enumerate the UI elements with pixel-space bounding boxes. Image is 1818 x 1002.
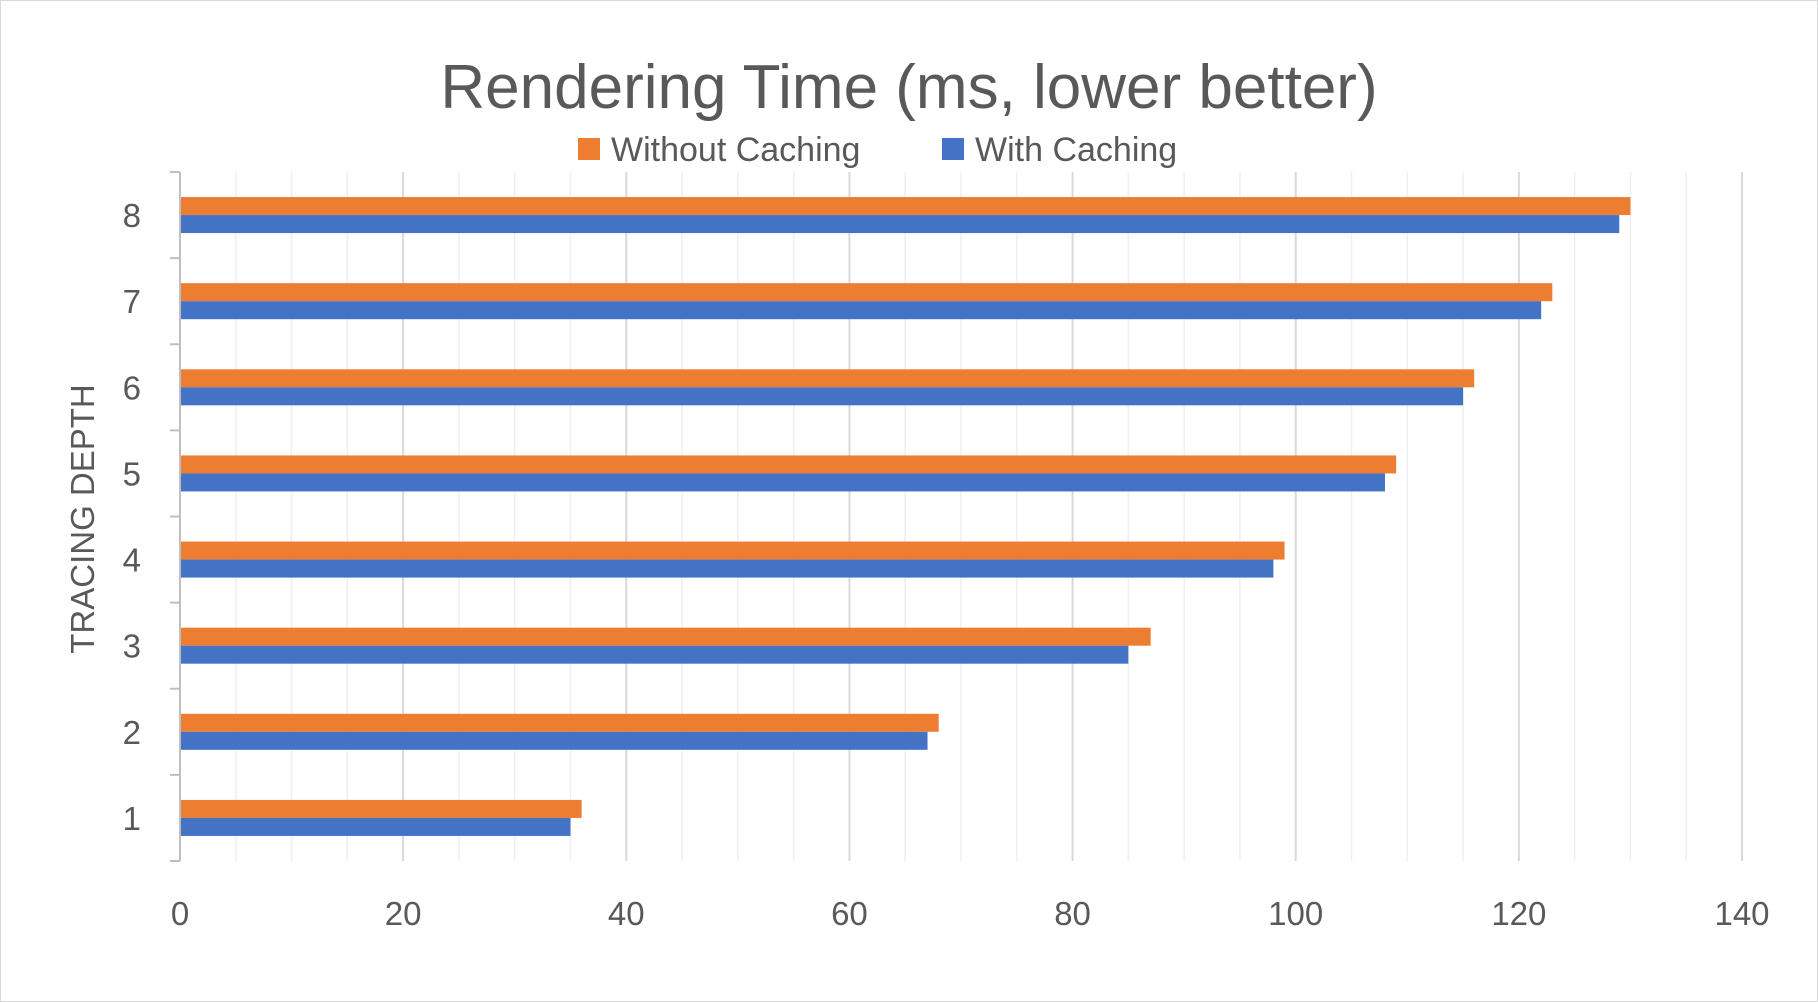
legend-swatch xyxy=(942,138,964,160)
x-tick-label: 40 xyxy=(608,895,645,932)
y-tick-label: 8 xyxy=(123,197,141,234)
legend-label: Without Caching xyxy=(611,131,860,169)
y-axis-title: TRACING DEPTH xyxy=(64,384,101,654)
gridlines xyxy=(235,172,1743,861)
axes: 0 20 40 60 80 100 120 140 1 2 3 4 5 6 7 8 xyxy=(123,171,1770,932)
legend-swatch xyxy=(578,138,600,160)
bar-without-caching xyxy=(180,369,1475,388)
y-tick-label: 5 xyxy=(123,455,141,492)
bars xyxy=(180,197,1631,836)
x-tick-label: 20 xyxy=(385,895,422,932)
y-tick-label: 3 xyxy=(123,628,141,665)
bar-with-caching xyxy=(180,387,1464,406)
y-tick-label: 4 xyxy=(123,542,141,579)
bar-with-caching xyxy=(180,559,1274,578)
bar-with-caching xyxy=(180,473,1385,492)
bar-without-caching xyxy=(180,627,1151,646)
y-tick-label: 2 xyxy=(123,714,141,751)
y-tick-label: 6 xyxy=(123,369,141,406)
chart-title: Rendering Time (ms, lower better) xyxy=(440,53,1377,122)
y-tick-label: 7 xyxy=(123,283,141,320)
legend-label: With Caching xyxy=(975,131,1177,169)
bar-with-caching xyxy=(180,731,928,750)
bar-without-caching xyxy=(180,541,1285,560)
bar-with-caching xyxy=(180,301,1542,320)
x-tick-label: 60 xyxy=(831,895,868,932)
bar-without-caching xyxy=(180,197,1631,216)
x-tick-label: 120 xyxy=(1491,895,1546,932)
bar-without-caching xyxy=(180,455,1397,474)
x-tick-label: 140 xyxy=(1714,895,1769,932)
x-tick-label: 100 xyxy=(1268,895,1323,932)
x-tick-label: 80 xyxy=(1054,895,1091,932)
bar-with-caching xyxy=(180,645,1129,664)
x-tick-label: 0 xyxy=(171,895,189,932)
legend: Without Caching With Caching xyxy=(578,131,1177,169)
bar-with-caching xyxy=(180,215,1620,234)
bar-with-caching xyxy=(180,817,571,836)
bar-without-caching xyxy=(180,713,939,732)
bar-without-caching xyxy=(180,283,1553,302)
y-tick-label: 1 xyxy=(123,800,141,837)
bar-without-caching xyxy=(180,799,582,818)
